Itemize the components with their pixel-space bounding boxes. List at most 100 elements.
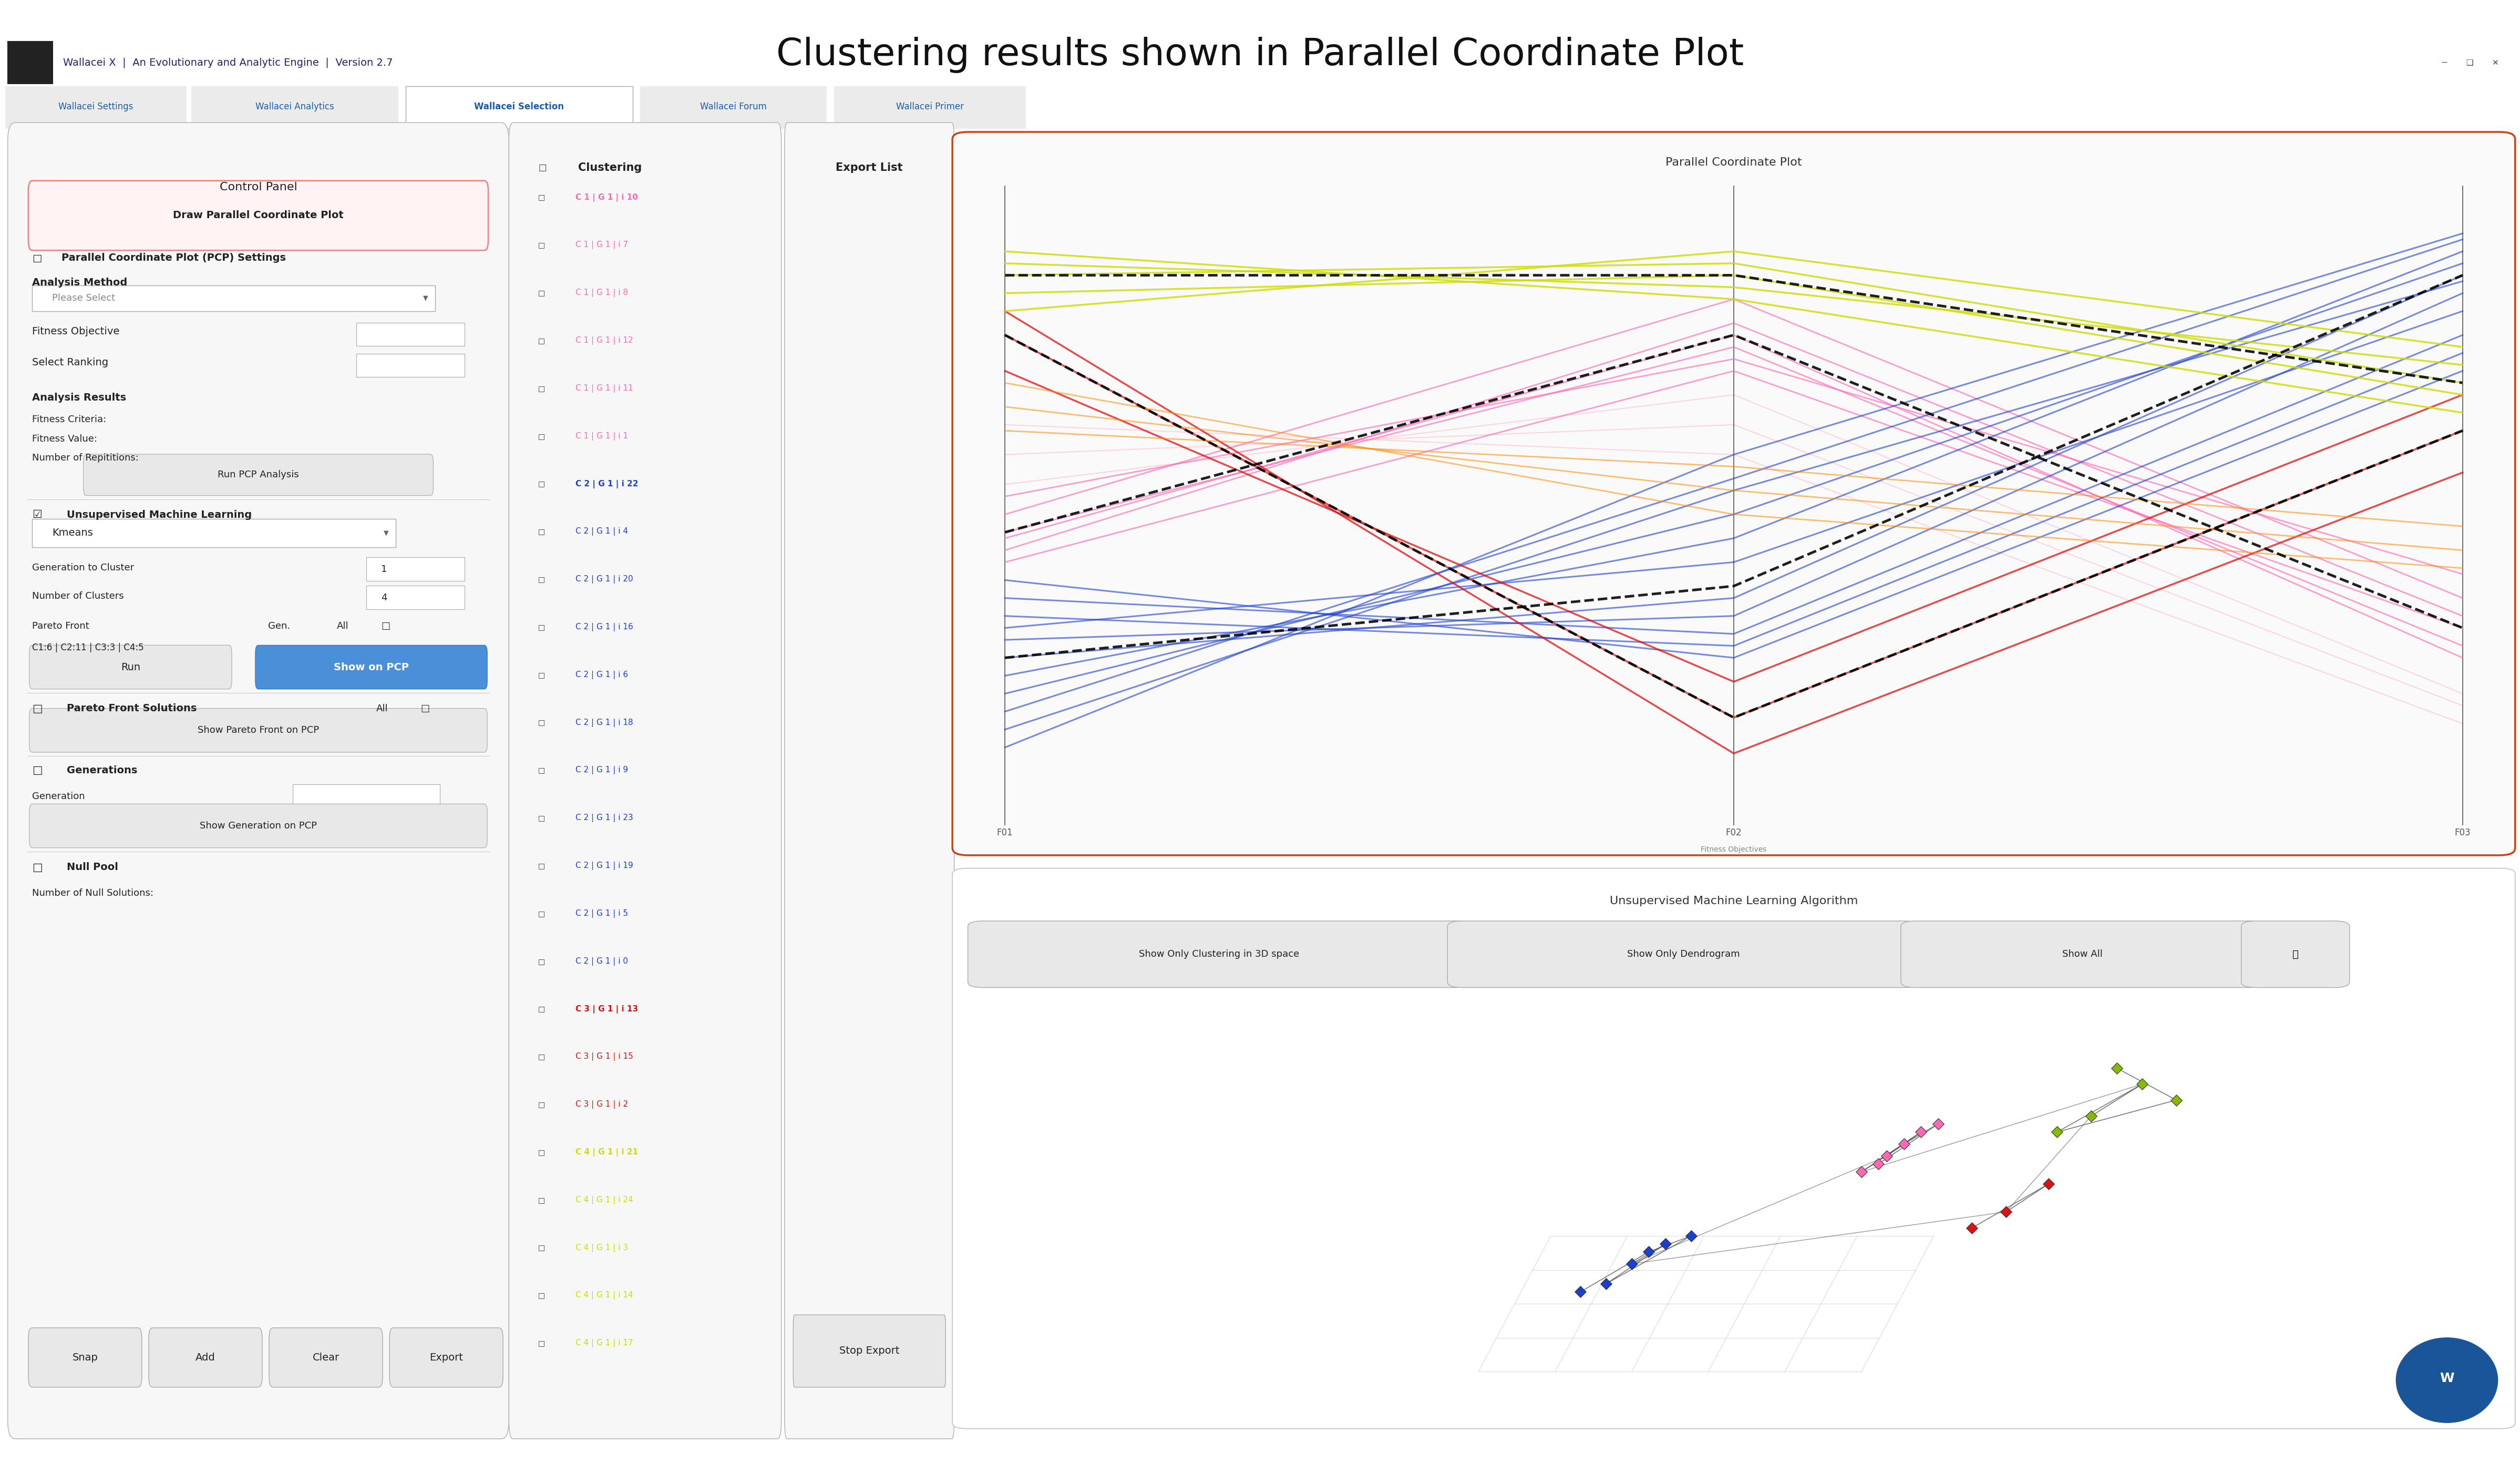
Text: Generation: Generation bbox=[33, 791, 86, 801]
Point bbox=[1585, 1273, 1625, 1296]
FancyBboxPatch shape bbox=[509, 122, 781, 1439]
Text: □: □ bbox=[539, 576, 544, 583]
Text: Null Pool: Null Pool bbox=[66, 862, 118, 872]
Text: Wallacei Primer: Wallacei Primer bbox=[897, 102, 963, 112]
Text: Analysis Method: Analysis Method bbox=[33, 277, 129, 287]
Text: Export: Export bbox=[428, 1352, 464, 1363]
FancyBboxPatch shape bbox=[1446, 921, 1920, 987]
Text: Wallacei Selection: Wallacei Selection bbox=[474, 102, 564, 112]
Text: □: □ bbox=[421, 704, 428, 713]
Point bbox=[1900, 1121, 1940, 1145]
Text: Fitness Value:: Fitness Value: bbox=[33, 435, 98, 443]
Point bbox=[2097, 1056, 2137, 1080]
Point bbox=[2036, 1121, 2076, 1145]
Text: Parallel Coordinate Plot: Parallel Coordinate Plot bbox=[1666, 158, 1802, 168]
Text: □: □ bbox=[539, 384, 544, 392]
Text: Clustering: Clustering bbox=[580, 162, 643, 172]
Text: Show Only Clustering in 3D space: Show Only Clustering in 3D space bbox=[1139, 950, 1300, 959]
Text: C 4 | G 1 | i 3: C 4 | G 1 | i 3 bbox=[575, 1243, 627, 1252]
Text: C 1 | G 1 | i 8: C 1 | G 1 | i 8 bbox=[575, 289, 627, 298]
Text: Unsupervised Machine Learning Algorithm: Unsupervised Machine Learning Algorithm bbox=[1610, 896, 1857, 906]
Text: Generations: Generations bbox=[66, 766, 136, 775]
Text: Wallacei Analytics: Wallacei Analytics bbox=[255, 102, 335, 112]
Text: Control Panel: Control Panel bbox=[219, 183, 297, 193]
Point bbox=[1885, 1133, 1925, 1156]
Point bbox=[1628, 1240, 1668, 1264]
Text: C 2 | G 1 | i 9: C 2 | G 1 | i 9 bbox=[575, 766, 627, 775]
Text: Wallacei Forum: Wallacei Forum bbox=[701, 102, 766, 112]
Text: Wallacei X  |  An Evolutionary and Analytic Engine  |  Version 2.7: Wallacei X | An Evolutionary and Analyti… bbox=[63, 57, 393, 68]
Point bbox=[1610, 1252, 1651, 1276]
Text: C 1 | G 1 | i 1: C 1 | G 1 | i 1 bbox=[575, 432, 627, 440]
Text: W: W bbox=[2439, 1373, 2454, 1385]
Text: C 2 | G 1 | i 5: C 2 | G 1 | i 5 bbox=[575, 909, 627, 918]
Text: Clustering results shown in Parallel Coordinate Plot: Clustering results shown in Parallel Coo… bbox=[776, 37, 1744, 74]
FancyBboxPatch shape bbox=[30, 804, 486, 848]
FancyBboxPatch shape bbox=[292, 785, 441, 807]
Text: ─: ─ bbox=[2442, 59, 2447, 66]
Text: □: □ bbox=[539, 1006, 544, 1013]
Text: Run PCP Analysis: Run PCP Analysis bbox=[217, 470, 300, 480]
Text: Run: Run bbox=[121, 663, 141, 672]
FancyBboxPatch shape bbox=[28, 181, 489, 250]
Text: C 2 | G 1 | i 23: C 2 | G 1 | i 23 bbox=[575, 815, 633, 822]
Text: Show All: Show All bbox=[2061, 950, 2102, 959]
Point bbox=[1867, 1145, 1908, 1168]
FancyBboxPatch shape bbox=[784, 122, 955, 1439]
Text: □: □ bbox=[381, 622, 391, 630]
Text: Parallel Coordinate Plot (PCP) Settings: Parallel Coordinate Plot (PCP) Settings bbox=[60, 253, 287, 264]
Text: □: □ bbox=[539, 957, 544, 965]
Text: □: □ bbox=[539, 862, 544, 869]
FancyBboxPatch shape bbox=[953, 868, 2515, 1429]
Text: □: □ bbox=[539, 815, 544, 822]
Text: □: □ bbox=[33, 703, 43, 714]
Text: Analysis Results: Analysis Results bbox=[33, 392, 126, 402]
Text: Show on PCP: Show on PCP bbox=[333, 663, 408, 672]
Text: □: □ bbox=[33, 862, 43, 872]
Text: 🔍: 🔍 bbox=[2293, 949, 2298, 959]
Text: C 1 | G 1 | i 10: C 1 | G 1 | i 10 bbox=[575, 193, 638, 202]
FancyBboxPatch shape bbox=[30, 645, 232, 689]
Text: Fitness Objectives: Fitness Objectives bbox=[1701, 846, 1767, 853]
Text: Show Generation on PCP: Show Generation on PCP bbox=[199, 820, 318, 831]
Point bbox=[2122, 1072, 2162, 1096]
Text: C 2 | G 1 | i 0: C 2 | G 1 | i 0 bbox=[575, 957, 627, 965]
FancyBboxPatch shape bbox=[968, 921, 1472, 987]
Text: C 3 | G 1 | i 13: C 3 | G 1 | i 13 bbox=[575, 1005, 638, 1013]
FancyBboxPatch shape bbox=[192, 87, 398, 128]
Text: □: □ bbox=[539, 480, 544, 488]
FancyBboxPatch shape bbox=[83, 454, 433, 495]
Text: C 2 | G 1 | i 4: C 2 | G 1 | i 4 bbox=[575, 527, 627, 536]
Point bbox=[2071, 1105, 2112, 1128]
Text: 1: 1 bbox=[381, 564, 388, 574]
Point bbox=[1560, 1280, 1600, 1304]
Point bbox=[1918, 1112, 1958, 1136]
FancyBboxPatch shape bbox=[30, 709, 486, 753]
Text: □: □ bbox=[539, 672, 544, 679]
Text: C 2 | G 1 | i 18: C 2 | G 1 | i 18 bbox=[575, 719, 633, 726]
Text: C 3 | G 1 | i 2: C 3 | G 1 | i 2 bbox=[575, 1100, 627, 1109]
Text: Show Only Dendrogram: Show Only Dendrogram bbox=[1628, 950, 1739, 959]
Text: □: □ bbox=[539, 910, 544, 918]
Text: □: □ bbox=[539, 1149, 544, 1156]
Text: □: □ bbox=[539, 1100, 544, 1108]
FancyBboxPatch shape bbox=[358, 354, 464, 377]
Text: □: □ bbox=[539, 433, 544, 440]
Text: C 1 | G 1 | i 12: C 1 | G 1 | i 12 bbox=[575, 336, 633, 345]
Text: Export List: Export List bbox=[837, 162, 902, 172]
Text: □: □ bbox=[33, 253, 43, 264]
Text: Snap: Snap bbox=[73, 1352, 98, 1363]
Text: C 4 | G 1 | i 21: C 4 | G 1 | i 21 bbox=[575, 1147, 638, 1156]
Text: □: □ bbox=[539, 337, 544, 345]
Point bbox=[1842, 1161, 1882, 1184]
Text: □: □ bbox=[539, 1245, 544, 1252]
Text: Wallacei Settings: Wallacei Settings bbox=[58, 102, 134, 112]
FancyBboxPatch shape bbox=[255, 645, 486, 689]
Text: □: □ bbox=[539, 623, 544, 630]
FancyBboxPatch shape bbox=[834, 87, 1026, 128]
Text: Show Pareto Front on PCP: Show Pareto Front on PCP bbox=[197, 726, 320, 735]
Text: □: □ bbox=[539, 1196, 544, 1203]
FancyBboxPatch shape bbox=[365, 586, 464, 608]
FancyBboxPatch shape bbox=[8, 41, 53, 84]
FancyBboxPatch shape bbox=[406, 87, 633, 128]
